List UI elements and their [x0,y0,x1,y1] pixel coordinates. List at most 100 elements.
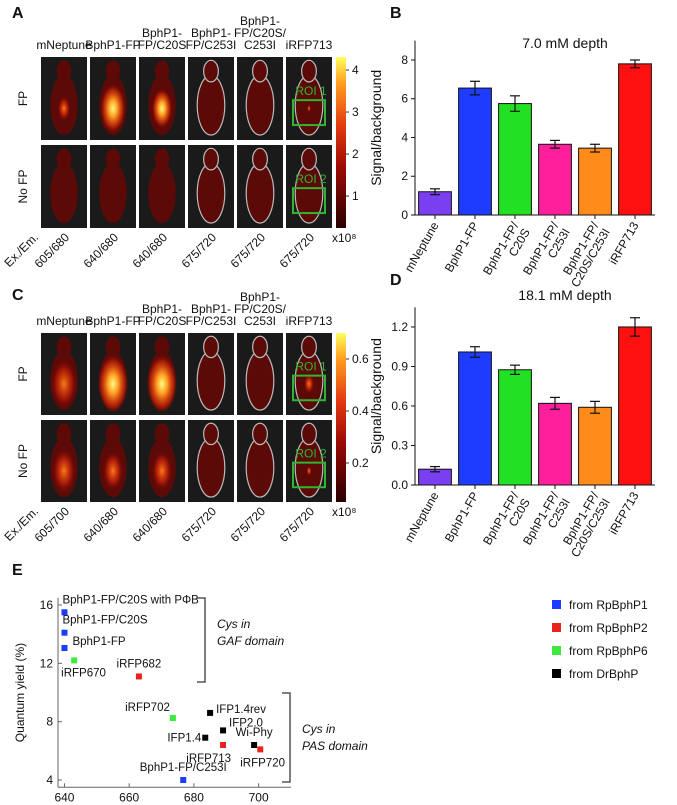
mouse-head [203,335,219,359]
column-label: mNeptune [36,38,92,52]
mouse-head [301,59,317,83]
y-axis-label: Signal/background [368,338,384,454]
point [207,709,214,716]
colorbar-unit: x10⁸ [332,505,356,519]
mouse-head [105,148,121,170]
bar [618,326,652,486]
column-label-line: iRFP713 [286,38,333,52]
column-label: BphP1-FP [85,314,140,328]
mouse-head [301,335,317,359]
x-tick-label-line: mNeptune [402,219,442,274]
row-label: FP [16,91,30,106]
x-tick-label-line: iRFP713 [606,219,642,267]
column-label-line: BphP1- [240,290,280,304]
mouse-body [245,74,275,136]
mouse-body [245,350,275,411]
ex-em-label: 605/680 [32,230,73,271]
ex-em-label: 675/720 [179,504,220,545]
row-label: No FP [16,169,30,203]
ex-em-label: 675/720 [277,230,318,271]
point-label: Wi-Phy [236,727,273,739]
column-label: BphP1-FP/C20S/C253I [234,14,287,52]
legend-label: from RpBphP2 [569,621,648,635]
legend-label: from DrBphP [569,667,638,681]
mouse-head [252,59,268,83]
y-tick-label: 2 [401,169,408,183]
mouse-head [56,148,72,170]
x-tick-label: 640 [54,790,74,804]
ex-em-label: 605/700 [32,504,73,545]
colorbar-tick-label: 0.4 [352,404,369,418]
x-tick-label-line: BphP1-FP [442,220,482,275]
ex-em-label: 675/720 [228,504,269,545]
mouse-body [196,437,226,498]
point-label: iRFP720 [240,757,285,769]
mouse-body [99,163,127,224]
column-label: iRFP713 [286,38,333,52]
column-label-line: BphP1- [142,302,182,316]
x-tick-label-line: iRFP713 [606,489,642,537]
mouse-head [154,60,170,82]
point-label: iRFP713 [186,753,231,765]
annotation: 18.1 mM depth [518,287,611,303]
ex-em-label: 640/680 [130,230,171,271]
x-tick-label: BphP1-FP [442,490,482,545]
y-tick-label: 0.3 [391,438,408,452]
mouse-head [56,423,72,445]
roi [292,187,326,215]
x-tick-label: BphP1-FP [442,220,482,275]
colorbar-tick-label: 1 [352,189,359,203]
mouse-head [203,147,219,171]
mouse-head [203,422,219,446]
annotation: Cys in GAF domain [217,617,284,648]
point-label: iRFP682 [117,658,162,670]
y-axis-label: Quantum yield (%) [13,643,27,742]
point-label: iRFP670 [61,667,106,679]
y-tick-label: 4 [401,130,408,144]
mouse-head [252,422,268,446]
fluorescence [51,359,77,409]
annotation: Cys in PAS domain [302,722,368,753]
mouse-body [196,162,226,224]
legend-swatch [552,623,561,632]
mouse-body [196,350,226,411]
mouse-head [154,336,170,358]
column-label-line: C253I [244,38,276,52]
colorbar-tick-label: 0.2 [352,456,369,470]
panel-label: C [12,287,24,304]
mouse-body [245,437,275,498]
fluorescence [151,451,173,491]
ex-em-label: 675/720 [228,230,269,271]
point-label: BphP1-FP/C20S with PΦB [62,594,199,606]
column-label-line: FP/C253I [186,314,237,328]
annotation: 7.0 mM depth [522,35,608,51]
y-tick-label: 6 [401,92,408,106]
fluorescence [52,448,76,493]
bar [618,63,652,216]
mouse-head [301,422,317,446]
point-label: BphP1-FP/C253I [140,762,227,774]
bar [578,147,612,216]
column-label: BphP1-FP [85,38,140,52]
column-label-line: FP/C20S/ [234,26,287,40]
ex-em-label: 640/680 [130,504,171,545]
point [169,715,176,722]
row-label: FP [16,366,30,381]
y-tick-label: 8 [46,715,53,729]
x-tick-label-line: BphP1-FP [442,490,482,545]
x-tick-label-line: mNeptune [402,489,442,544]
mouse-body [196,74,226,136]
y-tick-label: 0.9 [391,359,408,373]
fluorescence [102,451,124,491]
roi-label: ROI 1 [295,84,327,98]
y-tick-label: 0.6 [391,399,408,413]
ex-em-label: 675/720 [277,504,318,545]
point [220,727,227,734]
point [61,629,68,636]
mouse-head [105,60,121,82]
column-label-line: BphP1-FP [85,38,140,52]
mouse-head [252,335,268,359]
column-label-line: mNeptune [36,38,92,52]
column-label-line: C253I [244,314,276,328]
